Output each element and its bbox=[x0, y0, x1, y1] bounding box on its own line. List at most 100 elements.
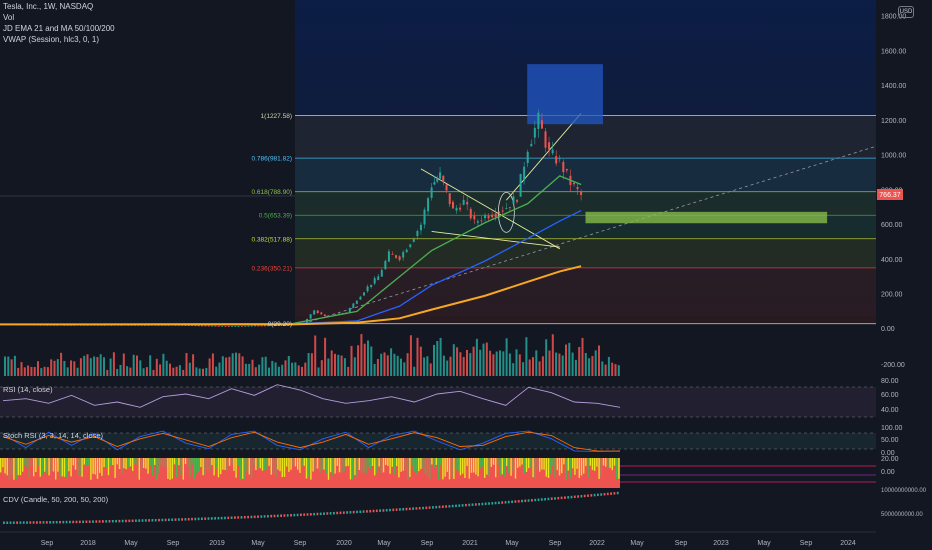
candle-body bbox=[516, 200, 519, 202]
candle-body bbox=[263, 325, 266, 327]
volume-bar bbox=[208, 358, 211, 376]
cdv-candle bbox=[474, 503, 477, 506]
zones[interactable] bbox=[527, 64, 828, 224]
volume-bar bbox=[376, 358, 379, 376]
hist-bar bbox=[558, 458, 561, 476]
trendlines[interactable] bbox=[303, 113, 877, 324]
fib-label-4: 0.382(517.88) bbox=[252, 236, 292, 243]
volume-bar bbox=[149, 355, 152, 376]
hist-bar bbox=[96, 458, 99, 479]
cdv-candle bbox=[303, 513, 306, 516]
cdv-candle bbox=[293, 513, 296, 517]
hist-bar bbox=[215, 458, 217, 469]
volume-bar bbox=[63, 360, 66, 376]
hist-bar bbox=[563, 458, 565, 465]
cdv-candle bbox=[52, 521, 55, 524]
volume-bar bbox=[103, 357, 105, 376]
volume-bar bbox=[241, 356, 244, 376]
hist-bar bbox=[347, 458, 349, 466]
cdv-candle bbox=[422, 506, 424, 510]
candle-body bbox=[237, 325, 240, 327]
hist-bar bbox=[6, 458, 8, 476]
hist-bar bbox=[277, 458, 279, 470]
volume-bar bbox=[449, 356, 452, 376]
hist-bar bbox=[250, 458, 253, 479]
hist-bar bbox=[380, 458, 382, 474]
cdv-candle bbox=[573, 495, 576, 499]
cdv-candle bbox=[217, 516, 220, 520]
hist-bar bbox=[85, 458, 88, 466]
volume-bar bbox=[482, 343, 485, 376]
candle-body bbox=[341, 313, 344, 314]
volume-bar bbox=[393, 353, 396, 376]
cdv-candle bbox=[313, 512, 315, 516]
hist-bar bbox=[413, 458, 415, 472]
time-axis[interactable]: Sep 2018 May Sep 2019 May Sep 2020 May Sep 2021 May… bbox=[0, 531, 932, 550]
volume-bar bbox=[535, 350, 538, 376]
cdv-candle bbox=[445, 505, 447, 508]
price-tick-1: 1600.00 bbox=[881, 48, 906, 55]
cdv-candle bbox=[12, 521, 15, 524]
candle-body bbox=[309, 314, 312, 319]
cdv-candle bbox=[570, 495, 573, 499]
hist-bar bbox=[0, 458, 2, 473]
breakout-line bbox=[506, 113, 582, 201]
cdv-candle bbox=[465, 503, 467, 507]
cdv-candle bbox=[412, 507, 414, 510]
candle-body bbox=[576, 187, 579, 190]
hist-bar bbox=[211, 458, 213, 466]
hist-bar bbox=[422, 458, 424, 468]
volume-bar bbox=[152, 369, 155, 376]
volume-bar bbox=[426, 356, 429, 376]
volume-bar bbox=[607, 356, 610, 376]
volume-bar bbox=[261, 357, 264, 376]
cdv-candle bbox=[342, 511, 345, 514]
volume-bar bbox=[581, 337, 584, 376]
candle-body bbox=[519, 173, 522, 197]
price-axis[interactable]: 1800.001600.001400.001200.001000.00800.0… bbox=[876, 0, 932, 550]
volume-bar bbox=[419, 346, 422, 376]
cdv-candle bbox=[184, 518, 187, 521]
volume-bar bbox=[235, 352, 237, 376]
hist-bar bbox=[226, 458, 228, 471]
ema-legend: JD EMA 21 and MA 50/100/200 bbox=[3, 24, 115, 33]
hist-bar bbox=[411, 458, 413, 467]
fib-label-5: 0.236(350.21) bbox=[252, 265, 292, 272]
volume-bar bbox=[499, 350, 501, 376]
hist-bar bbox=[497, 458, 499, 465]
hist-bar bbox=[616, 458, 618, 479]
volume-bar bbox=[495, 351, 498, 376]
cdv-candle bbox=[319, 512, 322, 516]
hist-bar bbox=[303, 458, 305, 466]
hist-bar bbox=[105, 458, 107, 469]
hist-bar bbox=[187, 458, 189, 467]
hist-bar bbox=[308, 458, 310, 477]
candle-body bbox=[250, 325, 253, 327]
hist-bar bbox=[132, 458, 134, 471]
currency-badge[interactable]: USD bbox=[898, 6, 914, 18]
cdv-candle bbox=[385, 509, 388, 512]
candle-body bbox=[370, 284, 373, 288]
cdv-candle bbox=[138, 519, 141, 522]
hist-bar bbox=[488, 458, 490, 477]
volume-bar bbox=[601, 361, 604, 376]
volume-bar bbox=[505, 338, 508, 376]
volume-bar bbox=[518, 354, 521, 376]
time-tick-19: 2024 bbox=[840, 540, 856, 547]
hist-bar bbox=[545, 458, 547, 477]
hist-bar bbox=[63, 458, 66, 477]
cdv-candle bbox=[306, 513, 309, 516]
cdv-candle bbox=[577, 495, 579, 498]
candle-body bbox=[254, 325, 257, 327]
candle-body bbox=[494, 213, 497, 217]
volume-bar bbox=[383, 352, 386, 376]
cdv-candle bbox=[65, 520, 68, 524]
pane-title-2: CDV (Candle, 50, 200, 50, 200) bbox=[3, 495, 109, 504]
hist-bar bbox=[349, 458, 352, 480]
volume-bar bbox=[76, 367, 79, 376]
cdv-candle bbox=[267, 515, 269, 518]
hist-bar bbox=[195, 458, 198, 474]
hist-bar bbox=[547, 458, 550, 478]
hist-bar bbox=[52, 458, 55, 472]
